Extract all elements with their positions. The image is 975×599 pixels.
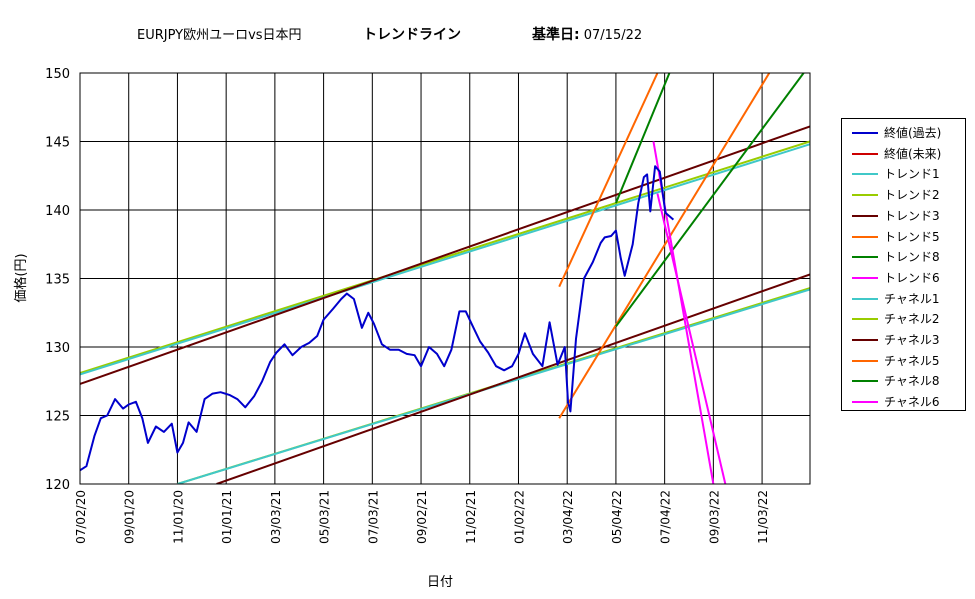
- legend-label: トレンド5: [884, 229, 940, 244]
- legend-item: トレンド5: [842, 227, 967, 247]
- legend-label: 終値(未来): [884, 146, 942, 161]
- legend-label: トレンド3: [884, 208, 940, 223]
- legend-item: トレンド1: [842, 164, 967, 184]
- legend-item: 終値(未来): [842, 144, 967, 164]
- legend-swatch: [852, 297, 878, 300]
- legend-label: トレンド2: [884, 188, 940, 203]
- series-6-line: [614, 73, 671, 204]
- legend-label: チャネル6: [884, 395, 940, 410]
- legend-label: トレンド8: [884, 250, 940, 265]
- x-tick-label: 05/03/21: [318, 490, 332, 544]
- x-axis-label: 日付: [427, 575, 453, 590]
- y-tick-label: 135: [45, 273, 70, 288]
- x-tick-label: 01/02/22: [512, 490, 526, 544]
- legend-item: トレンド8: [842, 247, 967, 267]
- y-tick-label: 140: [45, 204, 70, 219]
- legend-item: トレンド6: [842, 268, 967, 288]
- chart-legend: 終値(過去) 終値(未来) トレンド1 トレンド2 トレンド3 トレンド5 トレンド8 トレン…: [841, 118, 966, 411]
- legend-item: トレンド3: [842, 206, 967, 226]
- legend-swatch: [852, 359, 878, 362]
- legend-label: トレンド1: [884, 167, 940, 182]
- series-13-line: [656, 193, 727, 484]
- legend-item: チャネル6: [842, 392, 967, 412]
- legend-label: チャネル3: [884, 333, 940, 347]
- legend-swatch: [852, 152, 878, 155]
- x-tick-label: 09/01/20: [123, 490, 137, 544]
- y-axis-label: 価格(円): [13, 253, 29, 302]
- series-10-line: [216, 273, 810, 484]
- legend-swatch: [852, 256, 878, 259]
- legend-swatch: [852, 401, 878, 404]
- x-tick-label: 09/03/22: [707, 490, 721, 544]
- x-tick-label: 03/03/21: [269, 490, 283, 544]
- x-tick-label: 01/01/21: [220, 490, 234, 544]
- legend-item: トレンド2: [842, 185, 967, 205]
- reference-date-value: 07/15/22: [583, 28, 643, 43]
- y-axis-ticks: 120 125 130 135 140 145 150: [45, 67, 70, 493]
- x-tick-label: 11/01/20: [171, 490, 185, 544]
- series-12-line: [615, 73, 805, 328]
- legend-label: チャネル8: [884, 374, 940, 389]
- series-0-price-line: [80, 165, 675, 472]
- legend-label: トレンド6: [884, 270, 940, 285]
- x-tick-label: 11/03/22: [756, 490, 770, 544]
- y-tick-label: 130: [45, 341, 70, 356]
- series-5-line: [558, 73, 659, 288]
- legend-item: チャネル2: [842, 309, 967, 329]
- legend-swatch: [852, 132, 878, 134]
- series-11-line: [558, 73, 771, 419]
- x-tick-label: 09/02/21: [415, 490, 429, 544]
- legend-item: チャネル8: [842, 371, 967, 391]
- legend-item: チャネル1: [842, 289, 967, 309]
- series-2-line: [80, 143, 810, 376]
- legend-label: チャネル1: [884, 291, 940, 306]
- series-4-line: [80, 125, 810, 385]
- x-tick-label: 05/04/22: [610, 490, 624, 544]
- legend-item: チャネル3: [842, 330, 967, 350]
- y-tick-label: 145: [45, 136, 70, 151]
- legend-swatch: [852, 194, 878, 197]
- plot-frame: [79, 72, 811, 485]
- chart-subtitle: トレンドライン: [363, 27, 461, 43]
- x-tick-label: 11/02/21: [464, 490, 478, 544]
- series-layer: [80, 73, 810, 484]
- reference-date-label: 基準日:: [532, 27, 580, 43]
- x-tick-label: 07/03/21: [366, 490, 380, 544]
- reference-date: 基準日: 07/15/22: [532, 24, 642, 44]
- legend-item: チャネル5: [842, 351, 967, 371]
- y-tick-label: 125: [45, 410, 70, 425]
- x-tick-label: 03/04/22: [561, 490, 575, 544]
- legend-swatch: [852, 276, 878, 279]
- legend-label: チャネル2: [884, 312, 940, 327]
- legend-label: チャネル5: [884, 353, 940, 368]
- series-3-line: [80, 140, 810, 374]
- legend-swatch: [852, 173, 878, 176]
- legend-swatch: [852, 380, 878, 383]
- chart-title: EURJPY欧州ユーロvs日本円: [137, 28, 302, 43]
- x-tick-label: 07/04/22: [659, 490, 673, 544]
- y-tick-label: 120: [45, 478, 70, 493]
- legend-label: 終値(過去): [884, 126, 942, 140]
- legend-swatch: [852, 339, 878, 341]
- legend-swatch: [852, 214, 878, 217]
- x-tick-label: 07/02/20: [74, 490, 88, 544]
- legend-item: 終値(過去): [842, 123, 967, 143]
- y-tick-label: 150: [45, 67, 70, 82]
- legend-swatch: [852, 318, 878, 321]
- legend-swatch: [852, 235, 878, 238]
- x-axis-ticks: 07/02/20 09/01/20 11/01/20 01/01/21 03/03/21…: [74, 490, 770, 544]
- grid-lines: [79, 72, 810, 485]
